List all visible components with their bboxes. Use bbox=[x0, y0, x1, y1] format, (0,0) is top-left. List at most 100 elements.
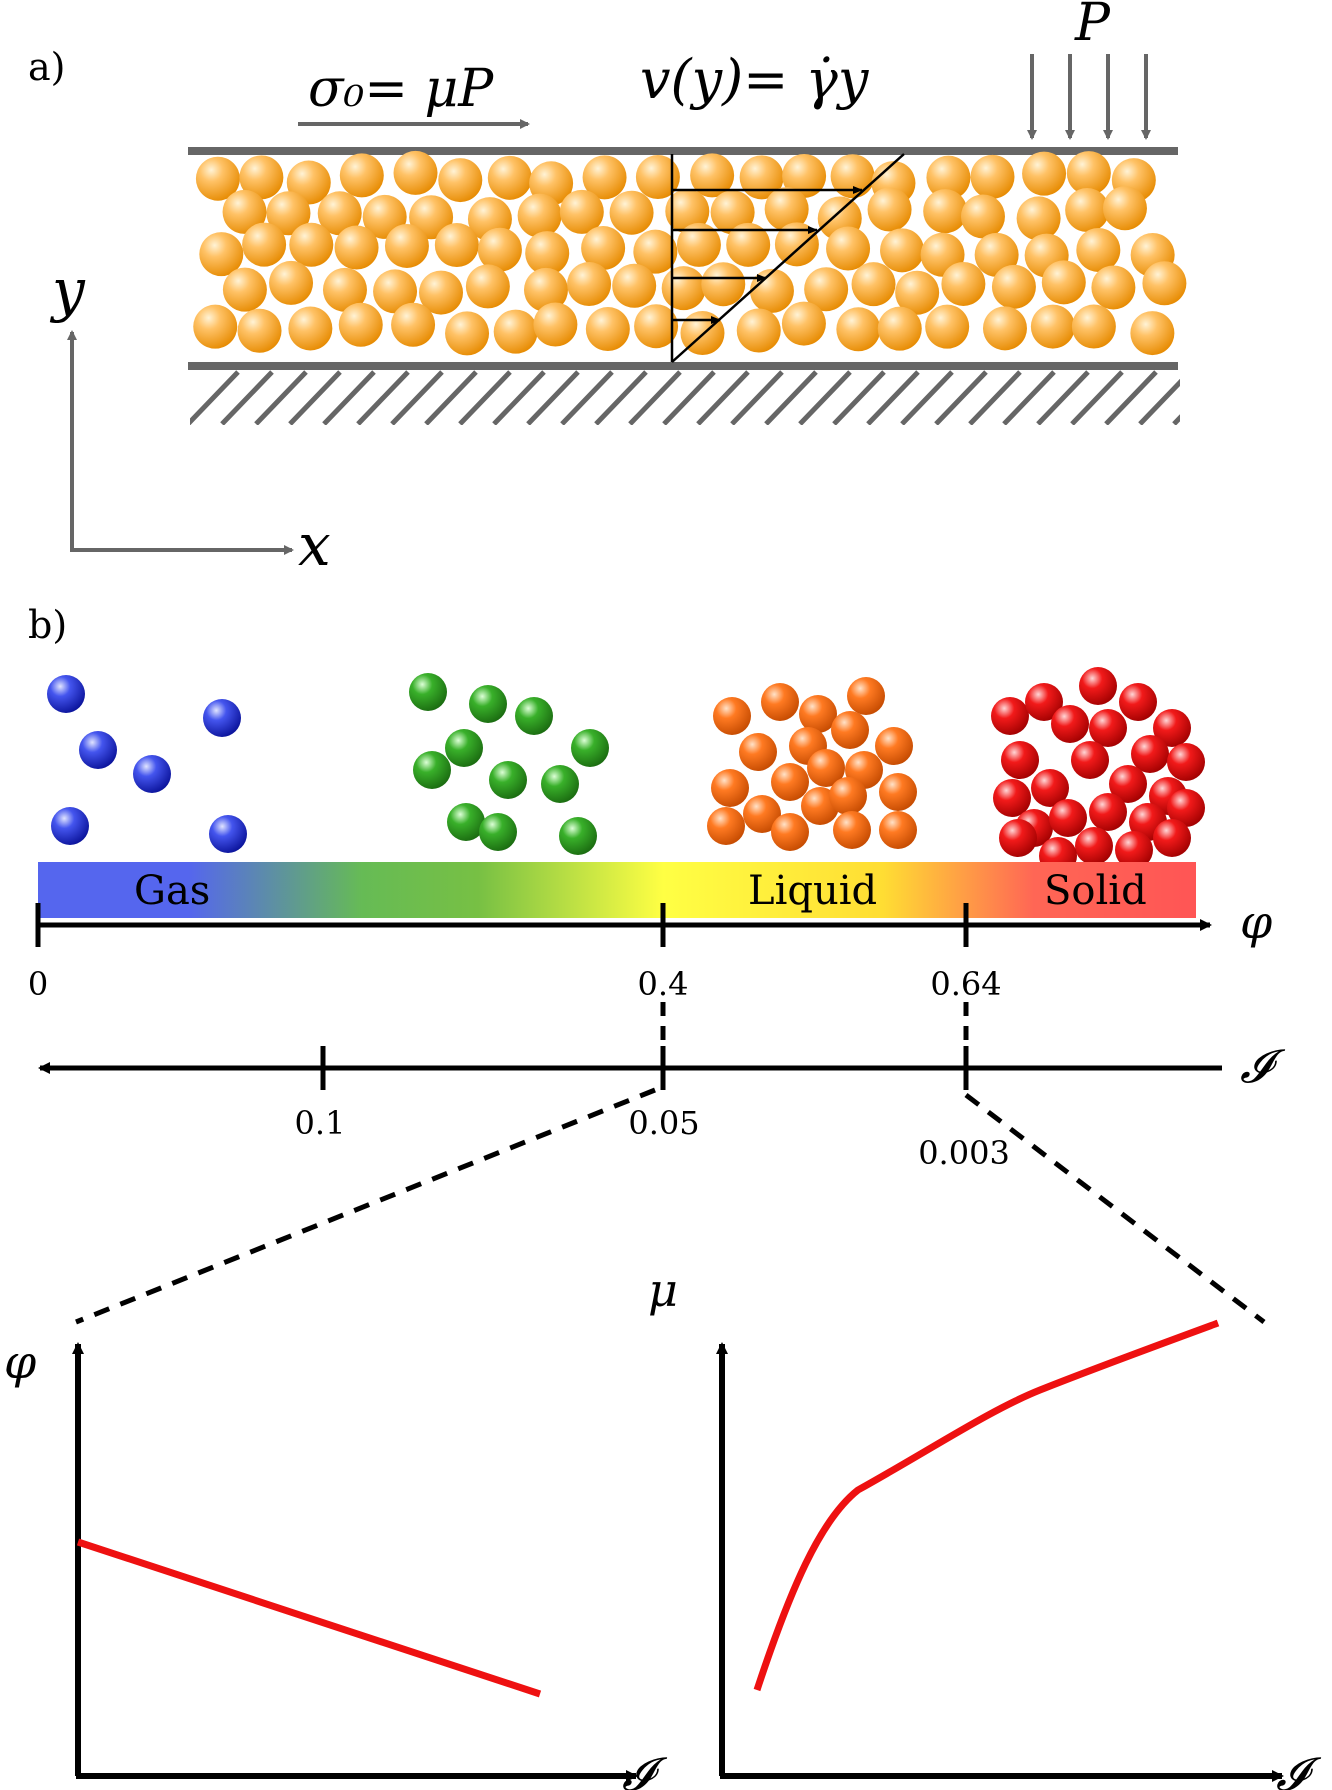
sheared-bead bbox=[487, 155, 532, 200]
panel-b: b) Gas Liquid Solid φ 0 0.4 0.64 � bbox=[4, 603, 1322, 1790]
hatch-line bbox=[254, 370, 308, 425]
liquid-bead bbox=[847, 677, 885, 715]
solid-bead bbox=[993, 779, 1031, 817]
sheared-bead bbox=[338, 302, 383, 347]
hatch-line bbox=[288, 370, 342, 425]
sheared-bead bbox=[438, 158, 483, 203]
hatch-line bbox=[934, 370, 988, 425]
solid-bead bbox=[1079, 667, 1117, 705]
hatch-line bbox=[356, 370, 410, 425]
velocity-label: v(y)= γ̇y bbox=[640, 48, 870, 111]
sheared-bead bbox=[445, 311, 490, 356]
hatch-line bbox=[764, 370, 818, 425]
phi-vs-I-curve bbox=[76, 1538, 542, 1698]
gas-bead bbox=[51, 807, 89, 845]
sheared-bead bbox=[826, 226, 871, 271]
solid-bead bbox=[1167, 743, 1205, 781]
sheared-bead bbox=[634, 304, 679, 349]
sheared-bead bbox=[409, 195, 454, 240]
hatch-line bbox=[1172, 414, 1180, 425]
hatch-line bbox=[696, 370, 750, 425]
solid-bead bbox=[999, 819, 1037, 857]
hatch-line bbox=[968, 370, 1022, 425]
hatch-line bbox=[322, 370, 376, 425]
transition-bead bbox=[559, 817, 597, 855]
hatch-line bbox=[730, 370, 784, 425]
sheared-bead bbox=[609, 190, 654, 235]
sheared-bead bbox=[1076, 227, 1121, 272]
solid-bead bbox=[1089, 709, 1127, 747]
sheared-bead bbox=[334, 225, 379, 270]
sheared-bead bbox=[239, 155, 284, 200]
sheared-bead bbox=[690, 153, 735, 198]
sheared-beads bbox=[193, 150, 1187, 356]
sheared-bead bbox=[782, 153, 827, 198]
sheared-bead bbox=[941, 261, 986, 306]
transition-bead bbox=[413, 751, 451, 789]
inset-left-y-label: φ bbox=[4, 1335, 37, 1389]
gas-bead bbox=[209, 815, 247, 853]
sheared-bead bbox=[373, 269, 418, 314]
pressure-label: P bbox=[1074, 0, 1111, 53]
sheared-bead bbox=[1102, 186, 1147, 231]
sheared-bead bbox=[926, 155, 971, 200]
transition-bead bbox=[469, 685, 507, 723]
transition-bead bbox=[515, 697, 553, 735]
sheared-bead bbox=[736, 308, 781, 353]
solid-bead bbox=[1001, 741, 1039, 779]
sheared-bead bbox=[393, 150, 438, 195]
liquid-beads bbox=[707, 677, 917, 851]
sheared-bead bbox=[1130, 311, 1175, 356]
phase-label-gas: Gas bbox=[134, 868, 210, 914]
transition-bead bbox=[445, 729, 483, 767]
sheared-bead bbox=[585, 307, 630, 352]
phase-label-liquid: Liquid bbox=[748, 868, 877, 914]
inset-right-x-label: 𝓘 bbox=[1276, 1747, 1322, 1790]
sheared-bead bbox=[237, 308, 282, 353]
sheared-bead bbox=[559, 189, 604, 234]
sheared-bead bbox=[517, 193, 562, 238]
sheared-bead bbox=[923, 189, 968, 234]
solid-bead bbox=[1031, 769, 1069, 807]
solid-bead bbox=[1153, 709, 1191, 747]
solid-bead bbox=[1153, 819, 1191, 857]
hatch-line bbox=[560, 370, 614, 425]
inset-phi-vs-I bbox=[72, 1342, 638, 1782]
mu-vs-I-curve bbox=[753, 1319, 1220, 1692]
inset-mu-vs-I bbox=[716, 1319, 1284, 1782]
solid-bead bbox=[1167, 789, 1205, 827]
liquid-bead bbox=[743, 795, 781, 833]
inertial-tick-0.003: 0.003 bbox=[918, 1134, 1010, 1172]
hatch-line bbox=[900, 370, 954, 425]
hatch-line bbox=[1070, 370, 1124, 425]
sheared-bead bbox=[1041, 260, 1086, 305]
panel-a: a) σ₀= μP v(y)= γ̇y P bbox=[28, 0, 1187, 579]
sheared-bead bbox=[701, 262, 746, 307]
sheared-bead bbox=[195, 156, 240, 201]
sheared-bead bbox=[199, 232, 244, 277]
sheared-bead bbox=[242, 222, 287, 267]
liquid-bead bbox=[807, 749, 845, 787]
liquid-bead bbox=[833, 811, 871, 849]
gas-beads bbox=[47, 675, 247, 853]
sheared-bead bbox=[493, 309, 538, 354]
gas-bead bbox=[47, 675, 85, 713]
sheared-bead bbox=[633, 229, 678, 274]
inertial-tick-0.1: 0.1 bbox=[295, 1104, 346, 1142]
velocity-profile bbox=[670, 153, 905, 363]
solid-bead bbox=[1049, 799, 1087, 837]
panel-b-label: b) bbox=[28, 603, 67, 647]
sheared-bead bbox=[288, 306, 333, 351]
solid-bead bbox=[1089, 793, 1127, 831]
inertial-axis bbox=[38, 1002, 1222, 1090]
sheared-bead bbox=[925, 304, 970, 349]
sheared-bead bbox=[1065, 188, 1110, 233]
sheared-bead bbox=[1066, 151, 1111, 196]
pressure-arrows bbox=[1027, 54, 1151, 140]
hatch-line bbox=[190, 370, 240, 425]
liquid-bead bbox=[879, 811, 917, 849]
transition-bead bbox=[571, 729, 609, 767]
sheared-bead bbox=[880, 228, 925, 273]
solid-bead bbox=[1025, 683, 1063, 721]
hatch-line bbox=[594, 370, 648, 425]
